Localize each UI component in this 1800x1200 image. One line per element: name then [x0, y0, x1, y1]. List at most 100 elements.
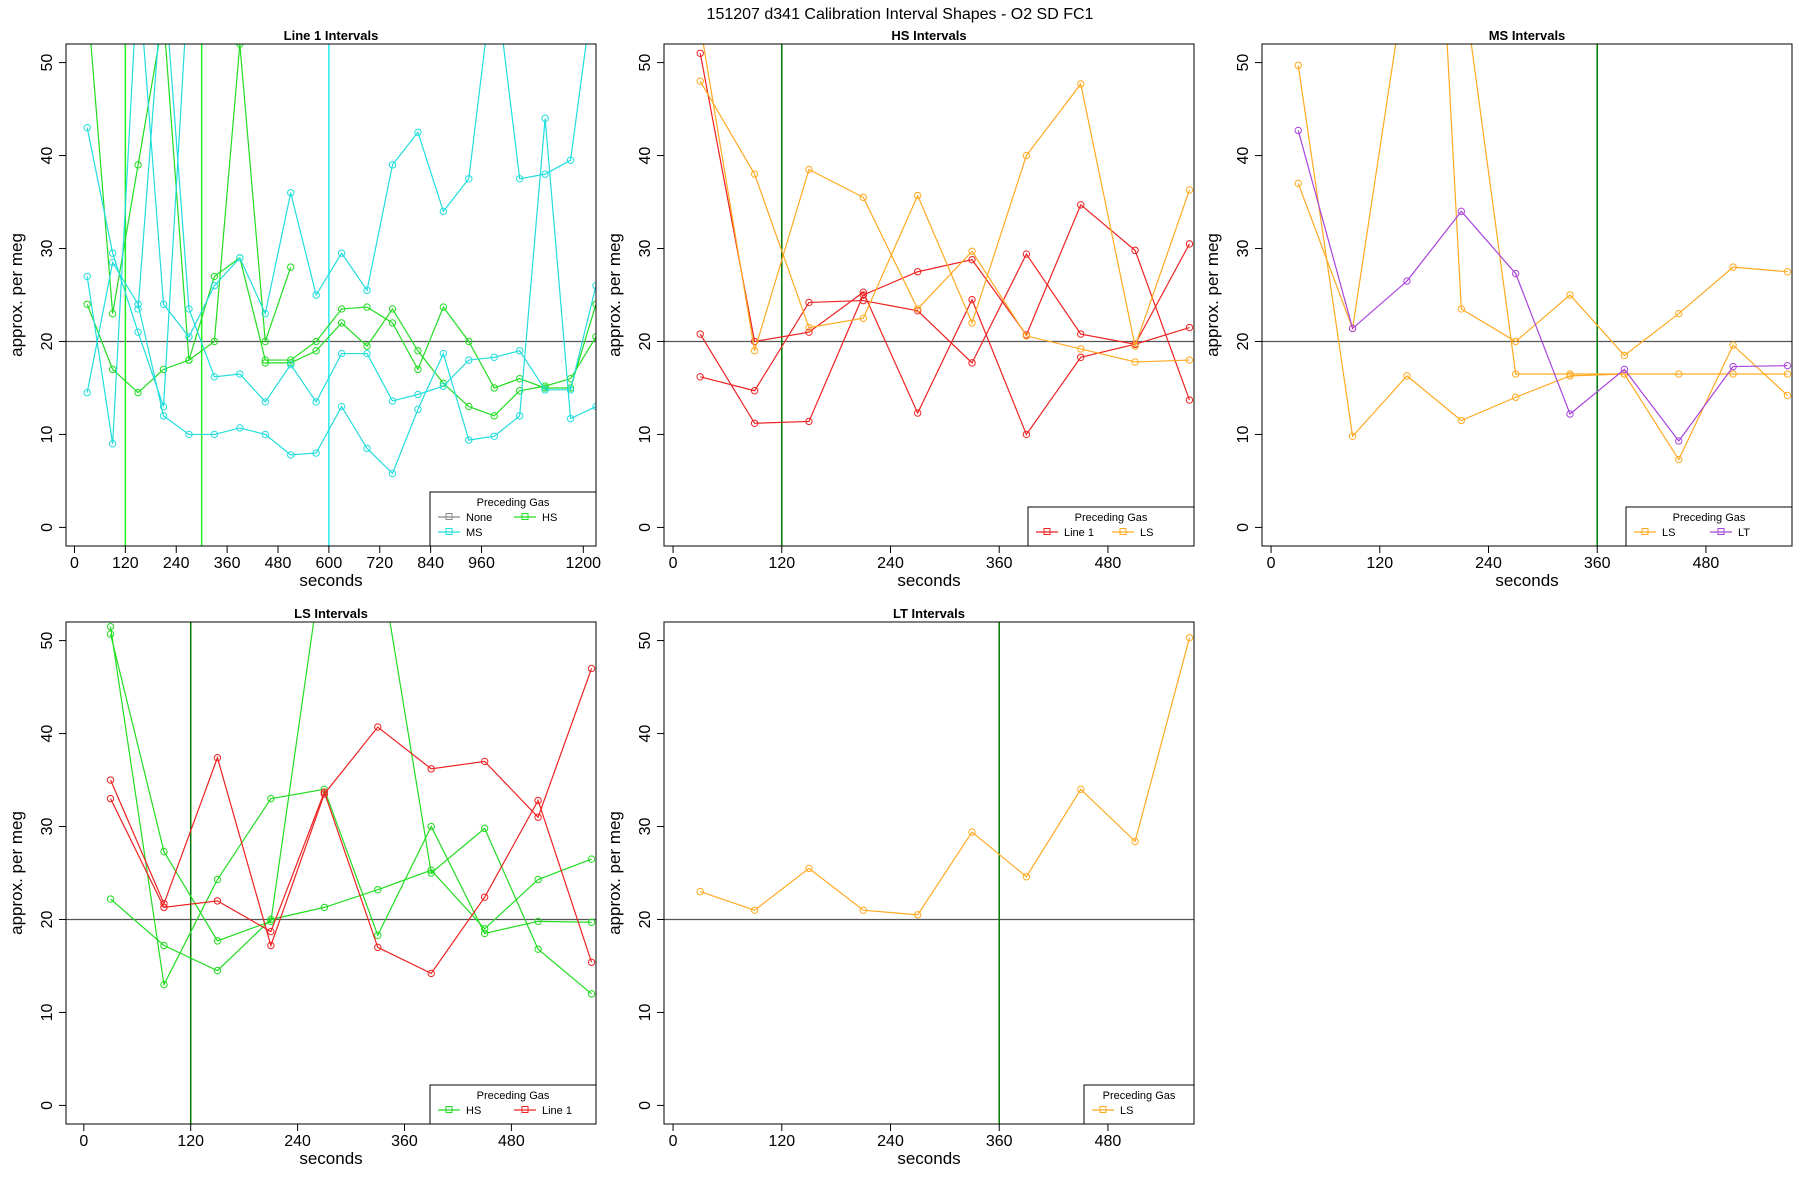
data-point — [1566, 410, 1574, 418]
series-ls — [1446, 44, 1792, 360]
data-point — [1403, 277, 1411, 285]
x-tick-label: 240 — [1475, 555, 1502, 572]
series-line — [699, 53, 1190, 436]
x-axis-label: seconds — [299, 571, 362, 590]
series-line-1 — [696, 49, 1194, 439]
data-point — [566, 386, 575, 394]
data-point — [108, 365, 117, 374]
x-tick-label: 0 — [79, 1133, 88, 1150]
data-point — [236, 424, 244, 432]
data-point — [1131, 358, 1139, 366]
data-point — [696, 330, 704, 338]
plot-area — [1262, 44, 1792, 546]
data-point — [134, 328, 142, 336]
data-point — [108, 440, 117, 448]
data-point — [1675, 370, 1683, 378]
y-tick-label: 0 — [637, 523, 654, 532]
y-tick-label: 10 — [637, 425, 654, 443]
plot-area — [664, 22, 1194, 546]
data-point — [1294, 61, 1302, 70]
x-tick-label: 120 — [112, 555, 139, 572]
data-point — [534, 813, 542, 821]
series-line — [86, 118, 596, 475]
data-point — [1511, 269, 1520, 278]
series-ms — [83, 114, 596, 478]
legend-title: Preceding Gas — [477, 497, 550, 509]
data-point — [84, 0, 90, 1]
panel-title: LT Intervals — [893, 606, 965, 621]
data-point — [160, 980, 168, 989]
series-line-1 — [696, 201, 1194, 427]
data-point — [750, 170, 759, 178]
data-point — [106, 622, 115, 631]
legend-swatch-marker — [445, 513, 453, 520]
x-tick-label: 480 — [1693, 555, 1720, 572]
panel-ms: MS Intervals 0 120 240 360 480 0 10 20 30 40 50 seco… — [1203, 28, 1793, 590]
x-tick-label: 240 — [163, 555, 190, 572]
data-point — [1783, 361, 1792, 370]
data-point — [337, 305, 346, 313]
data-point — [968, 255, 976, 264]
legend-entry: HS — [466, 1105, 481, 1117]
data-point — [1783, 391, 1792, 400]
legend-swatch-marker — [445, 1106, 453, 1113]
panel-line1: Line 1 Intervals 0 120 240 360 480 600 720 840 96… — [7, 0, 601, 590]
data-point — [134, 161, 142, 169]
legend-box — [429, 491, 597, 547]
y-tick-label: 40 — [637, 147, 654, 165]
legend-box — [1083, 1084, 1195, 1125]
legend-swatch-marker — [521, 1106, 529, 1113]
data-point — [1185, 396, 1194, 404]
y-tick-label: 20 — [1235, 332, 1252, 350]
y-axis-label: approx. per meg — [605, 233, 624, 357]
data-point — [1185, 240, 1194, 248]
data-point — [968, 295, 976, 304]
legend-entry: Line 1 — [542, 1105, 572, 1117]
series-lt — [1294, 126, 1792, 445]
data-point — [1566, 370, 1574, 378]
y-tick-label: 0 — [39, 1101, 56, 1110]
series-ms — [134, 44, 596, 406]
x-tick-label: 480 — [1095, 1133, 1122, 1150]
data-point — [696, 887, 704, 896]
x-tick-label: 840 — [417, 555, 444, 572]
data-point — [859, 296, 868, 305]
series-line-1 — [106, 664, 596, 950]
data-point — [1675, 455, 1683, 464]
x-tick-label: 0 — [70, 555, 79, 572]
data-point — [414, 365, 422, 374]
data-point — [1511, 393, 1520, 401]
legend-entry: Line 1 — [1064, 527, 1094, 539]
y-axis-label: approx. per meg — [605, 811, 624, 935]
data-point — [134, 388, 142, 397]
y-tick-label: 0 — [39, 523, 56, 532]
legend: Preceding Gas Line 1 LS — [1027, 506, 1195, 547]
data-point — [534, 875, 542, 884]
data-point — [1403, 372, 1411, 380]
data-point — [414, 128, 422, 137]
data-point — [108, 258, 117, 267]
data-point — [1566, 291, 1574, 299]
legend-entry: LS — [1120, 1105, 1133, 1117]
data-point — [312, 449, 320, 457]
series-ms — [83, 44, 587, 448]
data-point — [1131, 837, 1139, 846]
series-ls — [697, 22, 1194, 366]
data-point — [185, 333, 193, 341]
data-point — [160, 13, 166, 19]
legend-swatch-marker — [521, 513, 529, 520]
data-point — [697, 22, 703, 28]
series-line — [86, 256, 596, 394]
data-point — [587, 958, 596, 966]
legend-title: Preceding Gas — [477, 1090, 550, 1102]
legend-box — [1625, 506, 1793, 547]
data-point — [213, 754, 222, 762]
x-tick-label: 480 — [1095, 555, 1122, 572]
data-point — [1131, 342, 1139, 350]
data-point — [1348, 432, 1357, 441]
data-point — [1294, 179, 1302, 188]
data-point — [696, 373, 704, 381]
series-line — [86, 44, 186, 407]
data-point — [427, 866, 435, 874]
data-point — [968, 359, 976, 367]
